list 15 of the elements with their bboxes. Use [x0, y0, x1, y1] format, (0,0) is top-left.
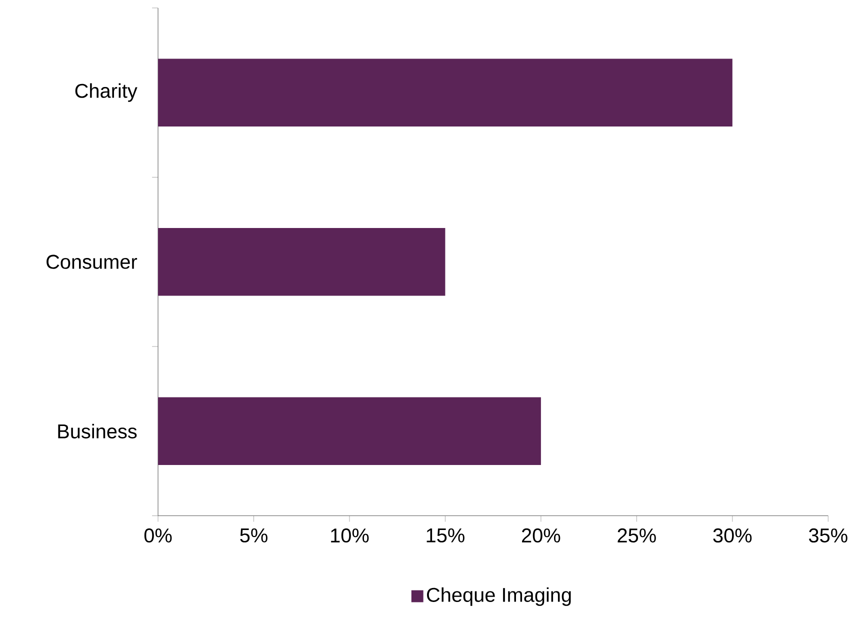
y-tick-label: Business [58, 424, 137, 438]
x-tick-label: 20% [522, 528, 560, 542]
y-tick-label: Charity [75, 83, 138, 102]
x-tick-label: 10% [331, 528, 369, 542]
x-tick-label: 15% [426, 528, 464, 542]
x-tick-label: 5% [240, 528, 268, 542]
bar [158, 228, 446, 296]
y-tick-label: Consumer [46, 254, 138, 269]
x-tick-label: 30% [713, 528, 752, 542]
x-tick-label: 25% [618, 528, 656, 542]
bar [158, 397, 541, 465]
x-tick-label: 0% [144, 528, 172, 542]
x-tick-label: 35% [808, 528, 848, 542]
bar [158, 58, 732, 126]
legend-label: Cheque Imaging [427, 587, 571, 606]
